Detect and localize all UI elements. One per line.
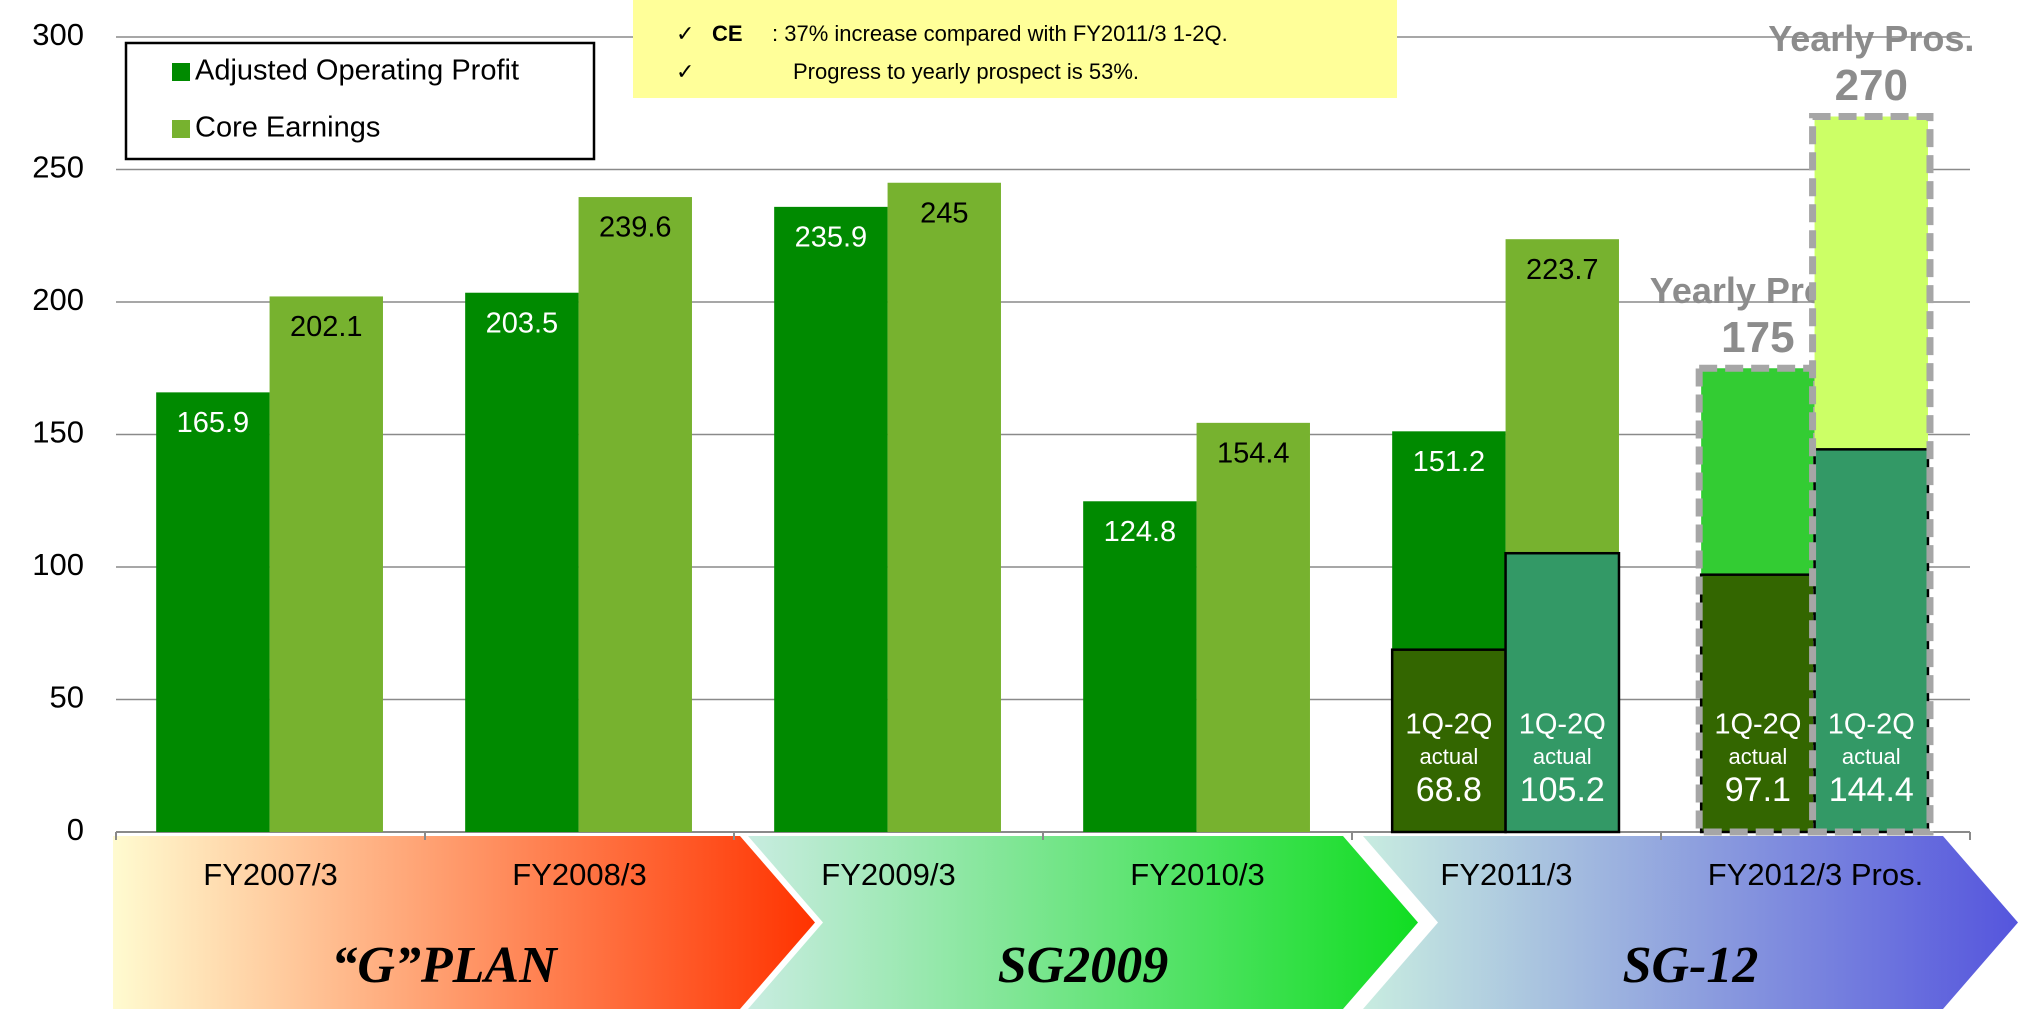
actual-sublabel: actual: [1729, 744, 1788, 769]
y-tick-label: 100: [32, 547, 84, 582]
y-tick-label: 0: [67, 812, 84, 847]
y-tick-label: 200: [32, 282, 84, 317]
bar: [465, 292, 579, 833]
note-box: [633, 0, 1397, 98]
note-text: Progress to yearly prospect is 53%.: [793, 59, 1139, 84]
y-tick-label: 150: [32, 415, 84, 450]
note-check: ✓: [676, 60, 694, 85]
x-tick-label: FY2012/3 Pros.: [1708, 857, 1923, 892]
plan-arrow: [113, 836, 815, 1009]
actual-value: 68.8: [1416, 771, 1482, 809]
plan-label: SG-12: [1623, 937, 1759, 994]
bar: [156, 392, 270, 832]
bar: [269, 296, 383, 832]
value-label: 154.4: [1217, 437, 1290, 469]
value-label: 165.9: [177, 407, 250, 439]
x-tick-label: FY2011/3: [1440, 857, 1572, 892]
bar: [1196, 422, 1310, 832]
note-text: : 37% increase compared with FY2011/3 1-…: [772, 21, 1228, 46]
actual-value: 105.2: [1520, 771, 1605, 809]
bar: [578, 197, 692, 832]
y-tick-label: 300: [32, 17, 84, 52]
actual-bar: [1813, 448, 1930, 834]
plan-arrow: [1363, 836, 2018, 1009]
actual-label: 1Q-2Q: [1714, 709, 1801, 741]
legend-swatch: [172, 63, 190, 81]
value-label: 239.6: [599, 212, 672, 244]
note-term: CE: [712, 21, 743, 46]
legend-swatch: [172, 120, 190, 138]
y-tick-label: 50: [50, 680, 84, 715]
bar: [887, 182, 1001, 832]
x-tick-label: FY2010/3: [1130, 857, 1264, 892]
actual-bar: [1699, 573, 1816, 834]
value-label: 124.8: [1104, 516, 1177, 548]
bar: [1083, 501, 1197, 832]
value-label: 202.1: [290, 311, 363, 343]
legend-label: Core Earnings: [195, 112, 380, 144]
legend-label: Adjusted Operating Profit: [195, 55, 519, 87]
value-label: 235.9: [795, 222, 868, 254]
actual-value: 97.1: [1725, 771, 1791, 809]
legend-box: [124, 41, 596, 161]
actual-label: 1Q-2Q: [1519, 709, 1606, 741]
value-label: 245: [920, 197, 968, 229]
x-tick-label: FY2007/3: [203, 857, 337, 892]
actual-label: 1Q-2Q: [1828, 709, 1915, 741]
actual-value: 144.4: [1829, 771, 1914, 809]
x-tick-label: FY2009/3: [821, 857, 955, 892]
actual-sublabel: actual: [1842, 744, 1901, 769]
value-label: 223.7: [1526, 254, 1599, 286]
actual-label: 1Q-2Q: [1405, 709, 1492, 741]
plan-arrow: [748, 836, 1418, 1009]
y-tick-label: 250: [32, 150, 84, 185]
plan-label: “G”PLAN: [331, 937, 559, 994]
prospect-value: 175: [1721, 313, 1794, 362]
plan-label: SG2009: [998, 937, 1168, 994]
bar: [774, 206, 888, 833]
actual-bar: [1504, 551, 1621, 834]
value-label: 203.5: [486, 307, 559, 339]
prospect-value: 270: [1835, 61, 1908, 110]
prospect-outline: [1809, 113, 1934, 836]
note-check: ✓: [676, 22, 694, 47]
value-label: 151.2: [1413, 446, 1486, 478]
x-tick-label: FY2008/3: [512, 857, 646, 892]
prospect-label: Yearly Pros.: [1768, 18, 1974, 59]
actual-sublabel: actual: [1420, 744, 1479, 769]
actual-sublabel: actual: [1533, 744, 1592, 769]
actual-bar: [1390, 648, 1507, 834]
